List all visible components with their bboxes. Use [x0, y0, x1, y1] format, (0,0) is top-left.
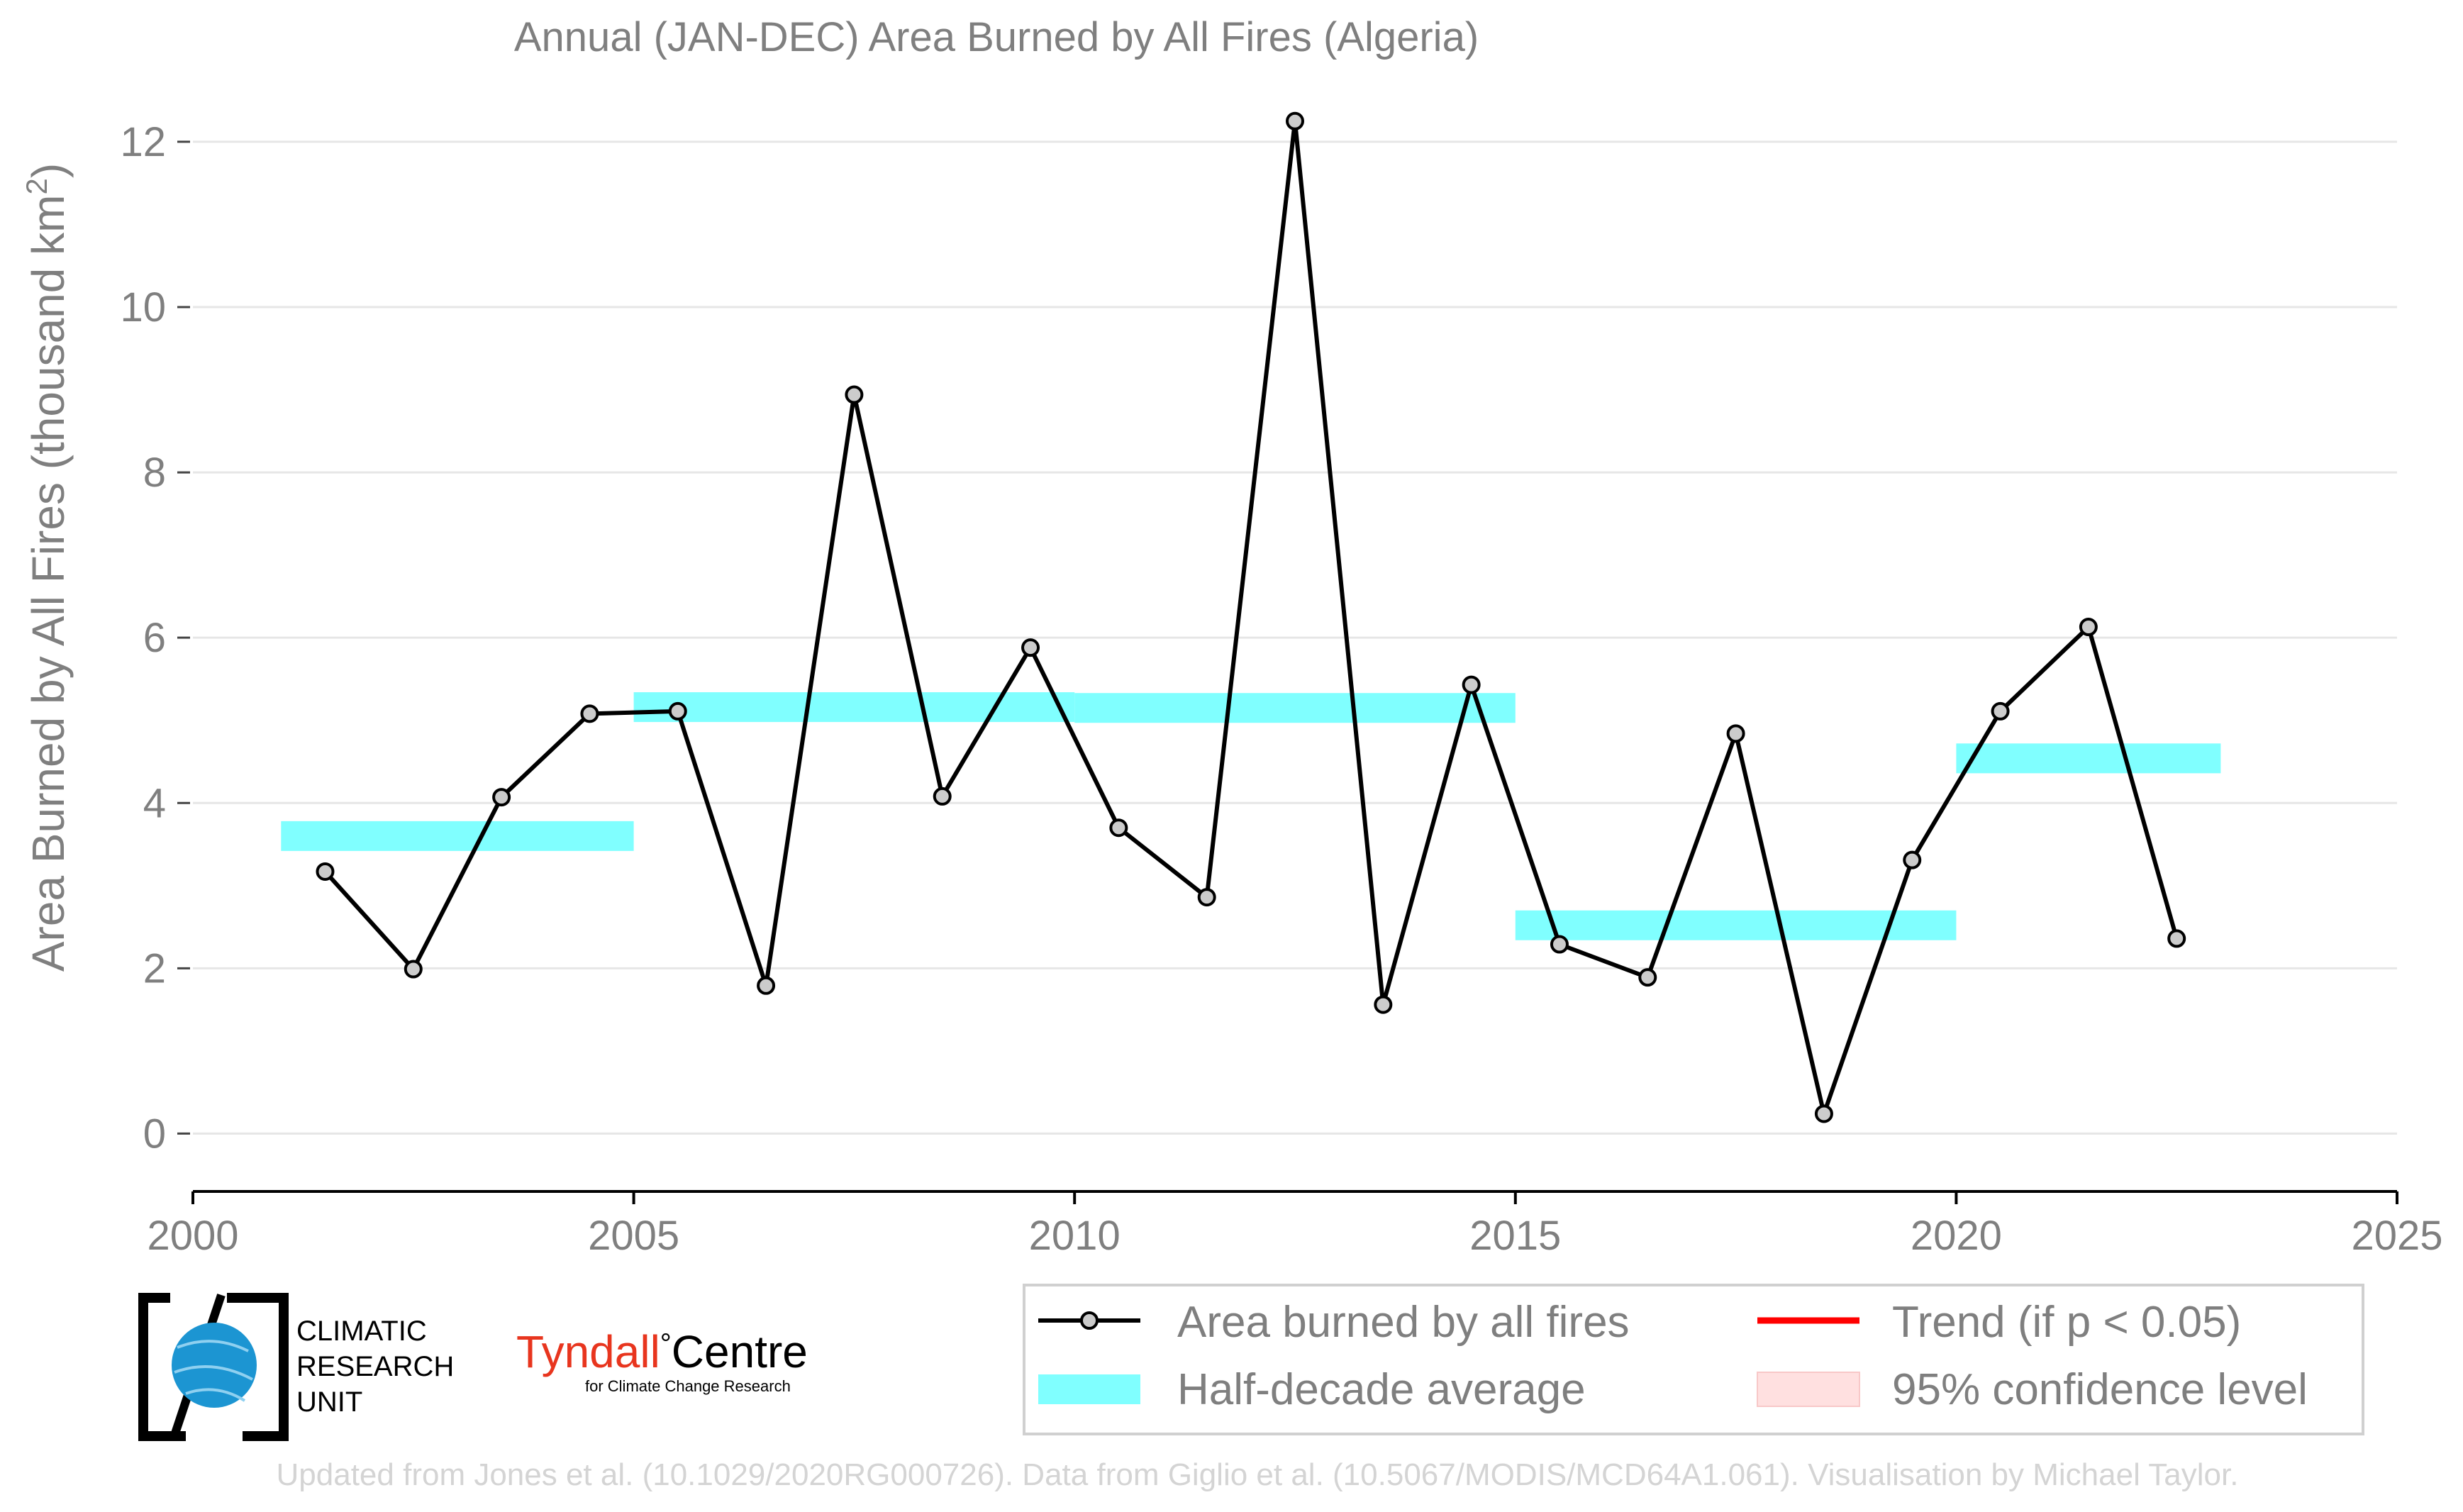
legend: Area burned by all fires Trend (if p < 0… [1023, 1284, 2364, 1435]
y-axis-label: Area Burned by All Fires (thousand km2) [20, 163, 74, 972]
globe-lines [174, 1340, 253, 1402]
data-point-2015 [1550, 935, 1569, 954]
x-tick-label-2005: 2005 [588, 1213, 679, 1259]
chart-title: Annual (JAN-DEC) Area Burned by All Fire… [514, 14, 1479, 60]
half-decade-band-4 [1956, 743, 2221, 774]
tyndall-centre: Centre [672, 1326, 808, 1377]
y-tick-label-10: 10 [120, 284, 166, 330]
y-axis: 0 2 4 6 8 10 12 [120, 119, 190, 1157]
y-tick-label-4: 4 [143, 780, 166, 826]
data-point-2020 [1991, 701, 2010, 721]
legend-label-half-decade: Half-decade average [1177, 1365, 1586, 1414]
half-decade-band-1 [633, 692, 1075, 723]
y-tick-label-6: 6 [143, 615, 166, 661]
y-axis-label-superscript: 2 [20, 178, 53, 194]
x-axis: 2000 2005 2010 2015 2020 2025 [147, 1190, 2443, 1259]
y-tick-label-8: 8 [143, 450, 166, 496]
cru-logo-line-2: RESEARCH [296, 1351, 454, 1382]
x-tick-label-2015: 2015 [1469, 1213, 1561, 1259]
legend-marker-swatch [1080, 1311, 1099, 1330]
legend-box [1023, 1284, 2364, 1435]
cru-logo: CLIMATIC RESEARCH UNIT [138, 1293, 454, 1441]
data-point-2002 [404, 960, 423, 979]
data-point-2003 [492, 788, 511, 807]
half-decade-band-0 [281, 821, 634, 851]
tyndall-subtitle: for Climate Change Research [585, 1377, 791, 1395]
data-point-2021 [2079, 618, 2098, 637]
data-point-2019 [1903, 850, 1922, 869]
data-point-2005 [668, 701, 687, 721]
data-point-2008 [933, 786, 952, 806]
legend-label-area-burned: Area burned by all fires [1177, 1298, 1630, 1347]
y-tick-label-2: 2 [143, 945, 166, 991]
y-tick-label-12: 12 [120, 119, 166, 165]
data-point-2010 [1109, 818, 1128, 838]
legend-confidence-swatch [1757, 1372, 1860, 1407]
y-axis-label-close: ) [23, 163, 74, 178]
tyndall-logo: Tyndall°Centre for Climate Change Resear… [516, 1326, 808, 1395]
data-point-2018 [1814, 1104, 1833, 1123]
data-point-2006 [757, 976, 776, 995]
half-decade-band-2 [1074, 693, 1516, 723]
cru-logo-line-1: CLIMATIC [296, 1316, 427, 1347]
footer-credits: Updated from Jones et al. (10.1029/2020R… [277, 1457, 2239, 1492]
y-axis-label-text: Area Burned by All Fires (thousand km [23, 195, 74, 972]
x-tick-label-2025: 2025 [2351, 1213, 2442, 1259]
cru-logo-line-3: UNIT [296, 1386, 362, 1418]
x-tick-label-2010: 2010 [1029, 1213, 1121, 1259]
cru-bracket-frame [138, 1293, 289, 1441]
half-decade-band-3 [1515, 910, 1957, 940]
data-point-2016 [1638, 968, 1657, 987]
data-point-2022 [2167, 929, 2186, 948]
legend-half-decade-swatch [1038, 1374, 1140, 1404]
data-point-2001 [316, 862, 335, 881]
data-point-2011 [1197, 888, 1216, 907]
area-burned-series [316, 111, 2186, 1123]
data-point-2007 [845, 385, 864, 404]
data-point-2004 [580, 704, 599, 723]
globe-icon [172, 1323, 257, 1408]
x-tick-label-2020: 2020 [1911, 1213, 2002, 1259]
gridlines [193, 140, 2397, 1135]
data-point-2013 [1374, 995, 1393, 1014]
legend-label-trend: Trend (if p < 0.05) [1892, 1298, 2241, 1347]
data-point-2014 [1462, 675, 1481, 694]
data-point-2017 [1726, 724, 1745, 743]
x-tick-label-2000: 2000 [147, 1213, 238, 1259]
tyndall-degree: ° [660, 1328, 672, 1360]
tyndall-wordmark: Tyndall°Centre [516, 1326, 808, 1377]
tyndall-brand: Tyndall [516, 1326, 660, 1377]
data-point-2012 [1286, 111, 1304, 130]
legend-label-confidence: 95% confidence level [1892, 1365, 2308, 1414]
area-burned-line [323, 118, 2179, 1116]
data-point-2009 [1021, 638, 1040, 657]
y-tick-label-0: 0 [143, 1111, 166, 1157]
